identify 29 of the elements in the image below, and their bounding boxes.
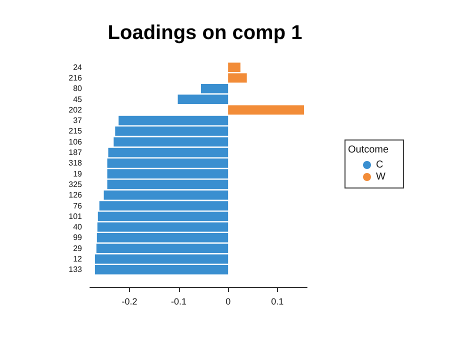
y-tick-label: 24 (73, 62, 83, 72)
y-tick-label: 12 (73, 254, 83, 264)
y-tick-label: 40 (73, 222, 83, 232)
y-tick-label: 76 (73, 201, 83, 210)
y-tick-label: 19 (73, 169, 83, 178)
y-tick-label: 80 (73, 84, 83, 94)
chart-title: Loadings on comp 1 (108, 22, 302, 44)
x-tick-label: 0 (226, 296, 231, 306)
legend-label: W (376, 172, 386, 182)
y-tick-label: 106 (68, 137, 83, 146)
y-tick-label: 325 (68, 180, 83, 189)
y-tick-label: 45 (73, 94, 83, 104)
x-tick-label: -0.1 (171, 296, 187, 306)
y-tick-label: 133 (68, 265, 83, 274)
y-tick-label: 215 (68, 126, 83, 136)
y-tick-label: 187 (68, 148, 83, 158)
legend-title: Outcome (348, 144, 390, 156)
bar (228, 105, 304, 115)
x-tick-label: -0.2 (122, 296, 138, 306)
y-tick-label: 318 (68, 158, 83, 168)
y-tick-label: 216 (68, 73, 83, 82)
x-tick-label: 0.1 (271, 296, 284, 306)
y-tick-label: 29 (73, 244, 83, 253)
y-tick-label: 37 (73, 116, 83, 126)
y-tick-label: 101 (68, 212, 83, 221)
y-tick-label: 126 (68, 190, 83, 200)
legend-label: C (376, 160, 384, 170)
y-tick-label: 99 (73, 233, 83, 242)
y-tick-label: 202 (68, 105, 83, 114)
